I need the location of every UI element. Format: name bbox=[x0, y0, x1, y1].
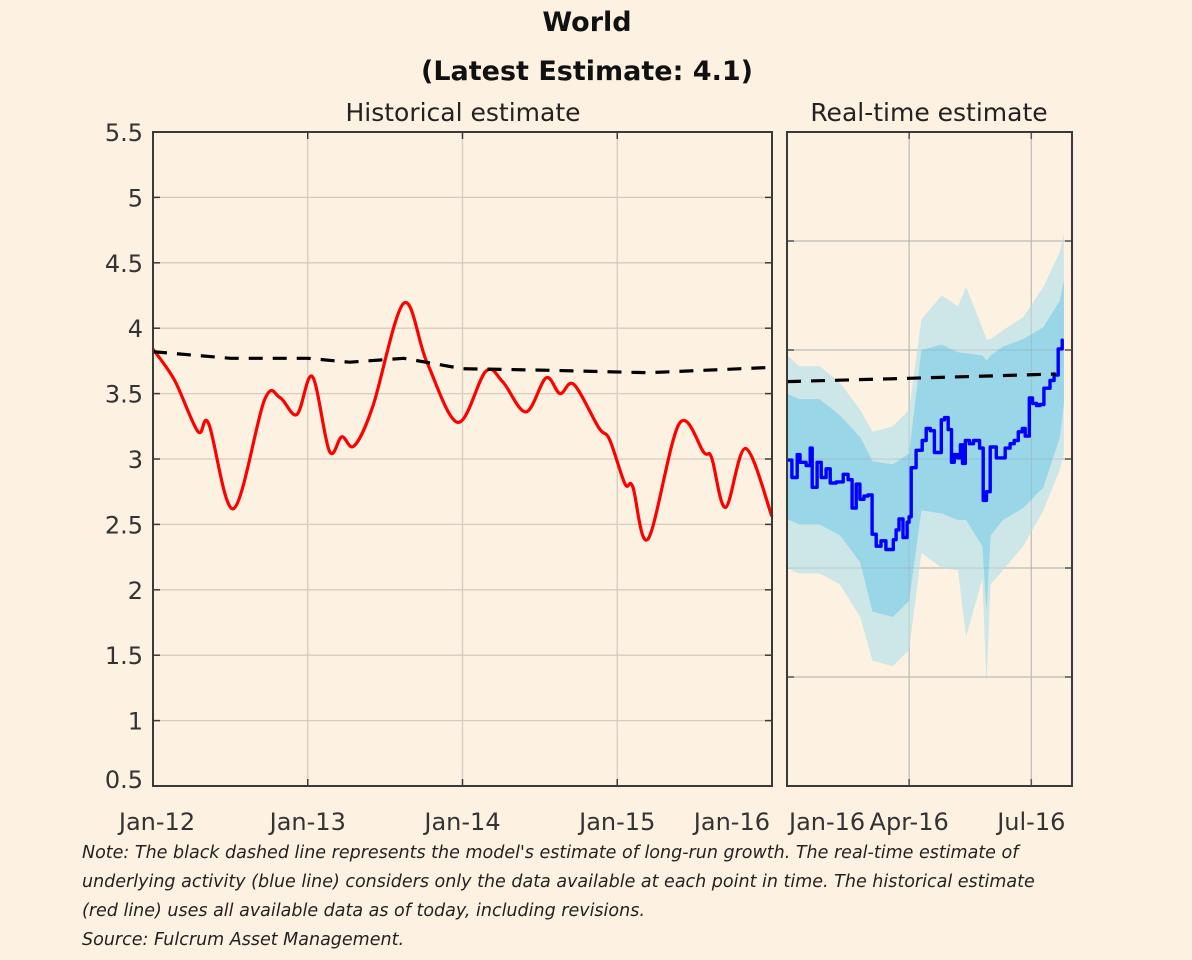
note-line-3: (red line) uses all available data as of… bbox=[82, 901, 645, 921]
inner-uncertainty-band bbox=[787, 280, 1064, 617]
y-tick-label: 5.5 bbox=[105, 119, 143, 147]
historical-panel: 0.5 1 1.5 2 2.5 3 3.5 4 4.5 5 5.5 Jan-12 Jan-13 Jan-1… bbox=[105, 119, 774, 835]
note-line-1: Note: The black dashed line represents t… bbox=[82, 843, 1019, 863]
x-tick-label: Jul-16 bbox=[995, 808, 1065, 835]
y-tick-label: 2 bbox=[128, 577, 143, 605]
chart-subtitle: (Latest Estimate: 4.1) bbox=[421, 56, 753, 87]
x-tick-label: Jan-13 bbox=[268, 808, 346, 835]
long-run-growth-line-realtime bbox=[786, 372, 1056, 384]
y-tick-label: 3.5 bbox=[105, 381, 143, 409]
y-tick-label: 1.5 bbox=[105, 642, 143, 670]
panel-title-realtime: Real-time estimate bbox=[810, 98, 1047, 127]
x-tick-label: Jan-12 bbox=[117, 808, 195, 835]
realtime-panel-frame bbox=[786, 131, 1073, 787]
x-tick-label: Jan-16 bbox=[692, 808, 770, 835]
x-tick-label: Jan-16 bbox=[787, 808, 865, 835]
source-line: Source: Fulcrum Asset Management. bbox=[82, 930, 405, 950]
historical-panel-frame bbox=[152, 131, 773, 787]
y-tick-label: 4 bbox=[128, 315, 143, 343]
panel-title-historical: Historical estimate bbox=[345, 98, 580, 127]
y-tick-label: 2.5 bbox=[105, 511, 143, 539]
y-tick-label: 1 bbox=[128, 708, 143, 736]
historical-estimate-line bbox=[151, 301, 774, 542]
chart-title: World bbox=[542, 7, 631, 38]
realtime-panel: Jan-16 Apr-16 Jul-16 bbox=[786, 131, 1073, 835]
realtime-estimate-line bbox=[787, 338, 1064, 552]
note-line-2: underlying activity (blue line) consider… bbox=[82, 872, 1035, 892]
y-tick-label: 4.5 bbox=[105, 250, 143, 278]
footnote: Note: The black dashed line represents t… bbox=[82, 839, 1162, 955]
chart: World (Latest Estimate: 4.1) Historical … bbox=[105, 7, 1073, 835]
y-tick-label: 0.5 bbox=[105, 766, 143, 794]
long-run-growth-line bbox=[152, 350, 773, 375]
y-tick-label: 5 bbox=[128, 184, 143, 212]
y-tick-label: 3 bbox=[128, 446, 143, 474]
x-tick-label: Jan-15 bbox=[577, 808, 655, 835]
x-tick-label: Apr-16 bbox=[870, 808, 949, 835]
x-tick-label: Jan-14 bbox=[422, 808, 500, 835]
